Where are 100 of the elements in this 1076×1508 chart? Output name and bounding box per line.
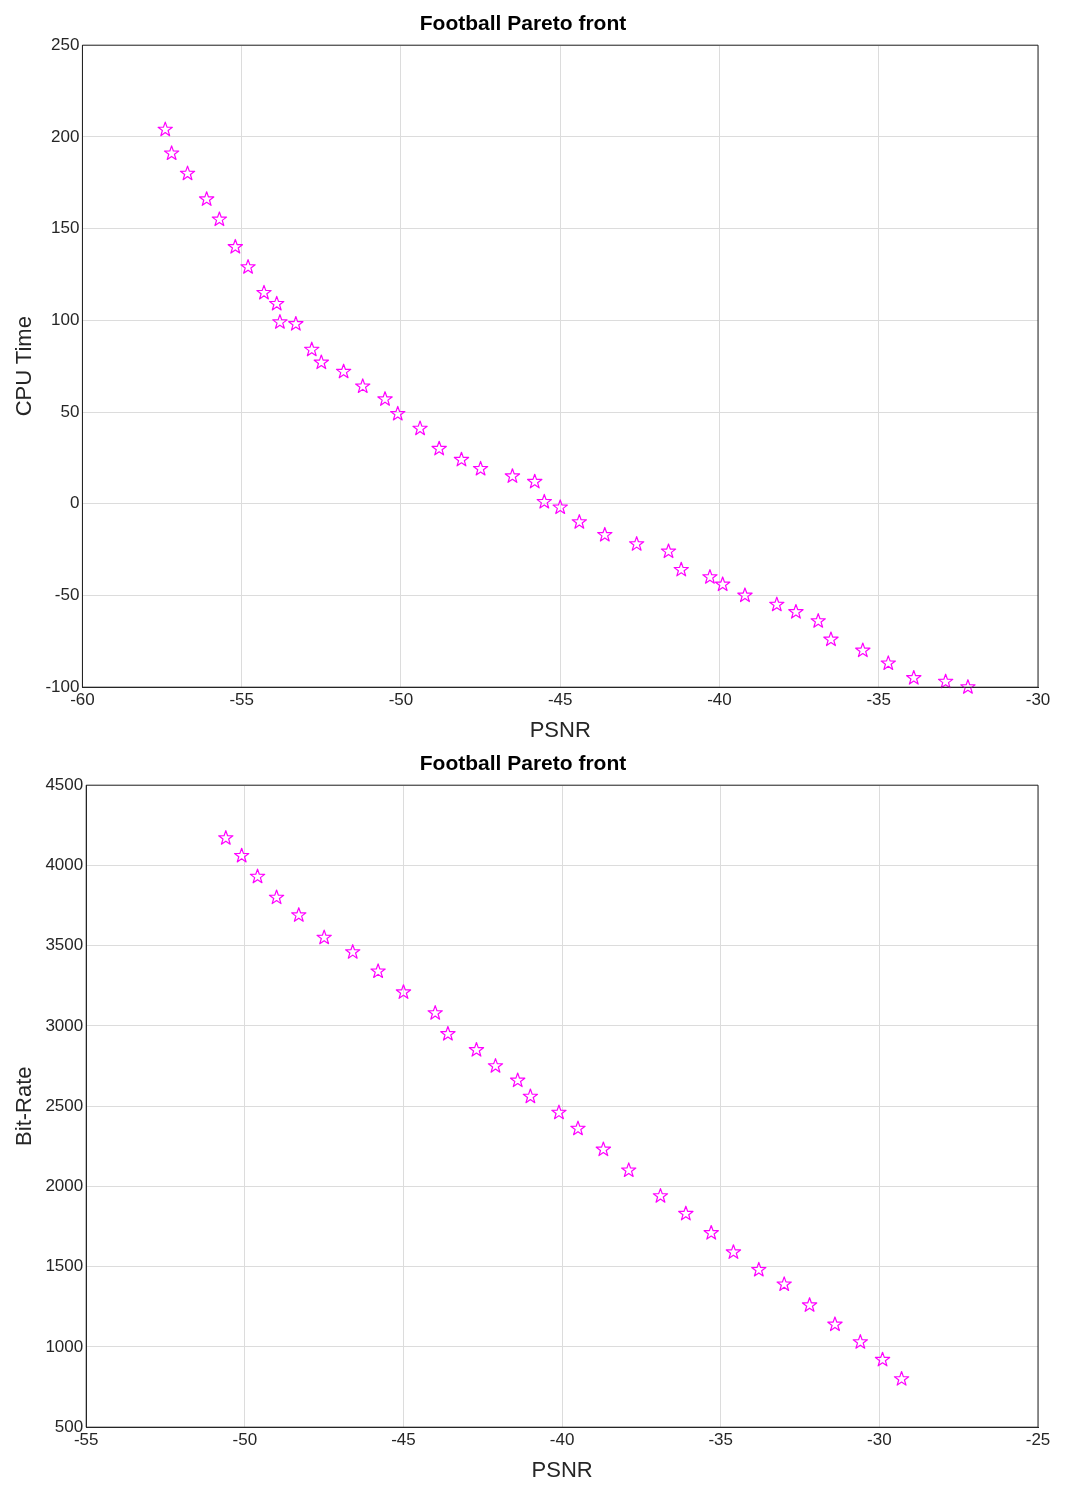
point xyxy=(551,1104,567,1120)
point xyxy=(249,868,266,884)
y-tick-label: 200 xyxy=(51,126,80,146)
point xyxy=(702,569,718,584)
point xyxy=(855,642,871,658)
point xyxy=(453,451,470,467)
point xyxy=(660,543,677,559)
point xyxy=(157,121,173,137)
point xyxy=(211,211,228,227)
point xyxy=(527,473,543,489)
point xyxy=(827,1316,843,1332)
point xyxy=(316,929,332,945)
point xyxy=(801,1297,818,1312)
x-tick-label: -45 xyxy=(547,690,573,710)
point xyxy=(552,499,568,515)
point xyxy=(673,561,689,577)
point xyxy=(714,576,731,592)
point xyxy=(335,363,352,379)
y-tick-label: 100 xyxy=(51,310,80,330)
y-tick-label: 1500 xyxy=(45,1256,84,1276)
point xyxy=(431,440,447,456)
y-tick-label: 2500 xyxy=(45,1095,84,1115)
point xyxy=(571,514,588,529)
y-tick-label: 4500 xyxy=(45,774,84,794)
x-tick-label: -35 xyxy=(708,1430,734,1450)
point xyxy=(536,493,553,509)
point xyxy=(370,963,386,979)
point xyxy=(509,1072,526,1088)
point xyxy=(304,341,320,357)
point xyxy=(937,673,954,689)
point xyxy=(628,536,645,551)
point xyxy=(960,679,976,694)
point xyxy=(874,1351,891,1367)
x-tick-label: -50 xyxy=(388,690,414,710)
x-tick-label: -50 xyxy=(232,1430,258,1450)
point xyxy=(288,315,304,331)
point xyxy=(595,1141,612,1157)
point xyxy=(906,669,922,685)
point xyxy=(472,460,489,476)
point xyxy=(218,830,234,845)
point xyxy=(240,259,256,274)
point xyxy=(313,354,330,370)
point xyxy=(268,295,285,311)
point xyxy=(725,1244,742,1259)
point xyxy=(893,1370,910,1386)
point xyxy=(179,165,196,181)
x-tick-label: -45 xyxy=(391,1430,416,1450)
point xyxy=(852,1334,869,1349)
point xyxy=(227,238,244,254)
y-tick-label: 250 xyxy=(51,34,80,54)
point xyxy=(769,596,785,612)
point xyxy=(652,1187,669,1203)
y-tick-label: 1000 xyxy=(45,1336,84,1356)
y-tick-label: -50 xyxy=(54,585,80,605)
chart-title: Football Pareto front xyxy=(419,751,627,775)
point xyxy=(163,145,180,161)
point xyxy=(354,378,371,394)
point xyxy=(621,1162,637,1178)
point xyxy=(776,1276,792,1292)
y-tick-label: 0 xyxy=(69,493,80,513)
point xyxy=(344,944,361,959)
x-tick-label: -35 xyxy=(866,690,892,710)
point xyxy=(522,1088,539,1104)
point xyxy=(390,405,406,421)
point xyxy=(788,603,804,619)
x-tick-label: -25 xyxy=(1025,1430,1051,1450)
point xyxy=(487,1057,504,1073)
point xyxy=(468,1041,485,1057)
y-tick-label: 50 xyxy=(60,401,80,421)
point xyxy=(597,526,613,542)
point xyxy=(570,1120,586,1136)
x-axis-title: PSNR xyxy=(529,716,591,742)
point xyxy=(412,420,428,436)
point xyxy=(233,847,250,863)
point xyxy=(427,1005,443,1020)
point xyxy=(291,907,307,922)
x-axis-title: PSNR xyxy=(531,1456,593,1482)
point xyxy=(198,191,215,206)
point xyxy=(268,889,285,905)
point xyxy=(377,391,393,406)
x-tick-label: -30 xyxy=(867,1430,892,1450)
y-tick-label: 3500 xyxy=(45,935,84,955)
x-tick-label: -40 xyxy=(549,1430,575,1450)
y-axis-title: CPU Time xyxy=(11,316,37,417)
point xyxy=(504,468,521,483)
point xyxy=(737,587,753,603)
point xyxy=(678,1205,694,1221)
x-tick-label: -30 xyxy=(1025,690,1051,710)
point xyxy=(256,284,272,300)
y-axis-title: Bit-Rate xyxy=(11,1066,37,1146)
point xyxy=(440,1025,456,1041)
y-tick-label: 3000 xyxy=(45,1015,84,1035)
y-tick-label: 2000 xyxy=(45,1176,84,1196)
point xyxy=(395,984,412,999)
chart-title: Football Pareto front xyxy=(419,11,627,35)
point xyxy=(823,631,839,647)
point xyxy=(751,1261,767,1277)
y-tick-label: 4000 xyxy=(45,855,84,875)
y-tick-label: 150 xyxy=(51,218,80,238)
point xyxy=(703,1224,719,1240)
